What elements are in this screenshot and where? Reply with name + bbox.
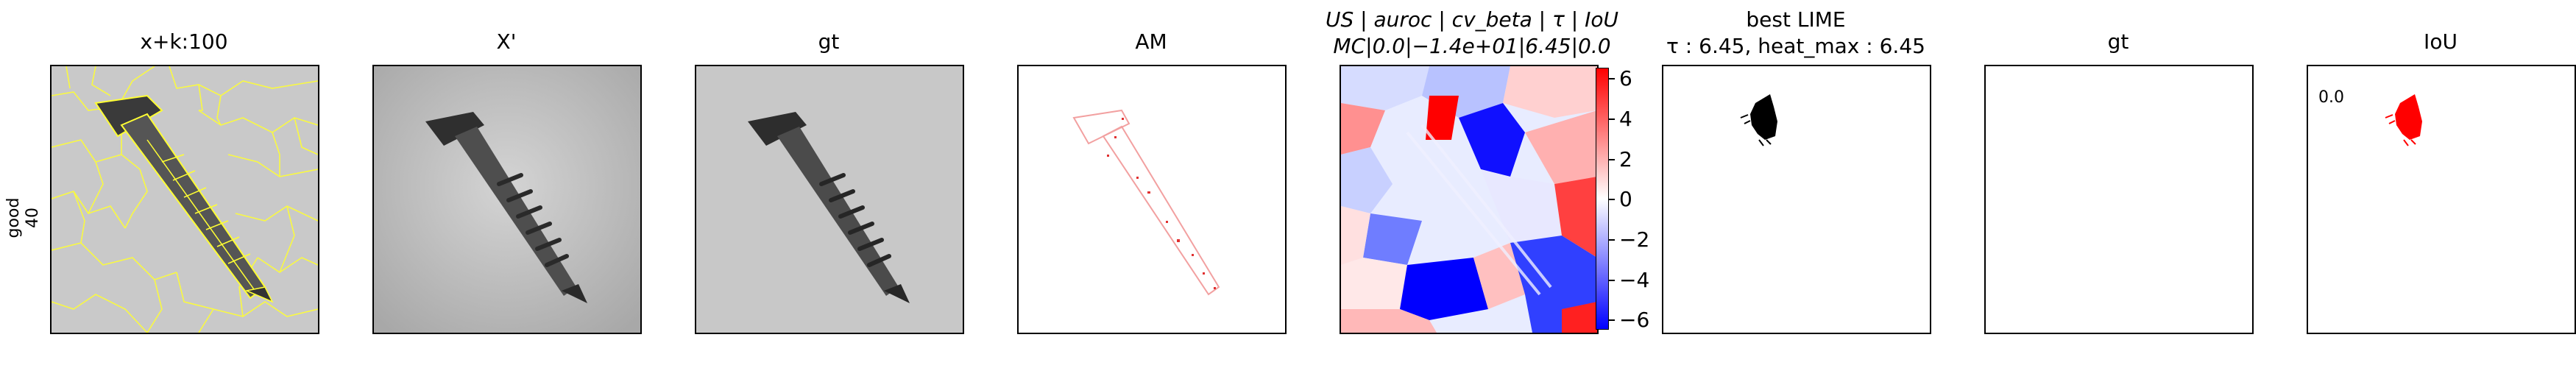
colorbar-tick-label: −6 <box>1619 308 1650 332</box>
colorbar-tick-mark <box>1609 239 1615 241</box>
anomaly-map-image <box>1019 66 1285 333</box>
panel-title-us-line1: US | auroc | cv_beta | τ | IoU <box>1326 7 1618 32</box>
iou-mask-image <box>2308 66 2575 333</box>
row-label-index: 40 <box>24 208 42 228</box>
colorbar-tick-mark <box>1609 159 1615 160</box>
panel-title-gt-2: gt <box>2107 29 2129 54</box>
anomaly-map-panel <box>1017 65 1287 334</box>
colorbar-tick-mark <box>1609 280 1615 281</box>
input-image-panel <box>50 65 319 334</box>
screw-reconstruction-image <box>374 66 640 333</box>
gt-image-panel <box>695 65 964 334</box>
panel-title-iou: IoU <box>2424 29 2458 54</box>
colorbar-tick-mark <box>1609 78 1615 79</box>
row-label-class: good <box>4 197 23 238</box>
colorbar-tick-label: −2 <box>1619 227 1650 252</box>
colorbar-tick-mark <box>1609 199 1615 200</box>
colorbar-tick-label: −4 <box>1619 268 1650 292</box>
iou-value-text: 0.0 <box>2318 88 2344 107</box>
lime-superpixel-heatmap <box>1341 66 1597 333</box>
colorbar-tick-label: 2 <box>1619 147 1632 171</box>
panel-title-gt: gt <box>818 29 840 54</box>
gt-mask-panel <box>1984 65 2254 334</box>
panel-title-reconstruction: X' <box>496 29 517 54</box>
screw-superpixel-image <box>52 66 318 333</box>
gt-mask-image <box>1986 66 2252 333</box>
screw-gt-image <box>696 66 963 333</box>
colorbar-tick-label: 6 <box>1619 66 1632 91</box>
row-label: good 40 <box>4 196 43 240</box>
panel-title-am: AM <box>1135 29 1167 54</box>
colorbar-tick-label: 0 <box>1619 187 1632 211</box>
panel-title-lime-line2: τ : 6.45, heat_max : 6.45 <box>1666 34 1925 58</box>
colorbar-tick-mark <box>1609 319 1615 321</box>
colorbar <box>1596 68 1609 330</box>
colorbar-tick-label: 4 <box>1619 107 1632 131</box>
lime-mask-image <box>1663 66 1930 333</box>
reconstruction-panel <box>372 65 642 334</box>
panel-title-us-line2: MC|0.0|−1.4e+01|6.45|0.0 <box>1333 34 1611 58</box>
best-lime-panel <box>1662 65 1931 334</box>
panel-title-lime-line1: best LIME <box>1746 7 1846 32</box>
panel-title-input: x+k:100 <box>140 29 228 54</box>
colorbar-tick-mark <box>1609 118 1615 120</box>
iou-panel: 0.0 <box>2307 65 2576 334</box>
us-heatmap-panel <box>1340 65 1599 334</box>
